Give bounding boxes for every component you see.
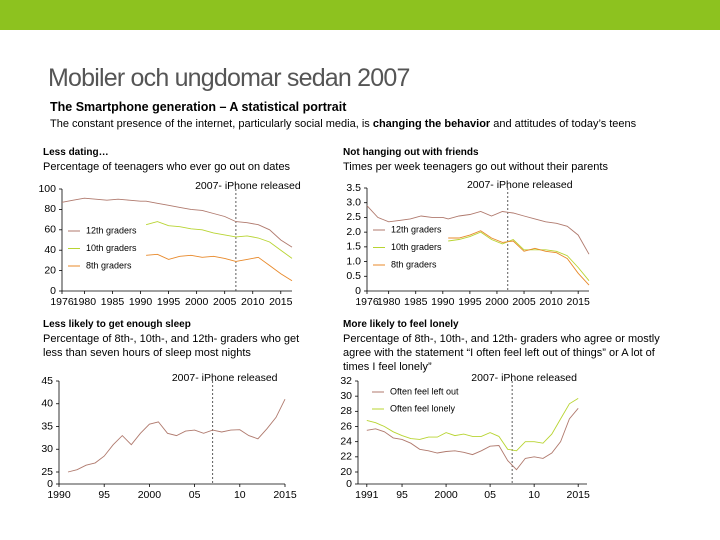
x-tick-label: 1985 (404, 296, 428, 308)
y-tick-label: 28 (340, 405, 352, 417)
y-tick-label: 1.5 (346, 241, 361, 253)
legend-label: 12th graders (86, 225, 137, 235)
y-tick-label: 100 (38, 183, 56, 195)
x-tick-label: 2015 (567, 489, 591, 501)
x-tick-label: 2015 (269, 296, 293, 308)
annotation: 2007- iPhone released (195, 180, 301, 192)
panel-subtitle: Percentage of 8th-, 10th-, and 12th- gra… (43, 333, 300, 359)
legend-label: 10th graders (86, 243, 137, 253)
x-tick-label: 2005 (213, 296, 237, 308)
slide-title: Mobiler och ungdomar sedan 2007 (48, 64, 410, 92)
x-tick-label: 1990 (47, 489, 71, 501)
y-tick-label: 35 (41, 420, 53, 432)
series-line (67, 399, 286, 473)
panel-title: More likely to feel lonely (343, 319, 459, 330)
panel-title: Less dating… (43, 147, 109, 158)
x-tick-label: 2000 (185, 296, 209, 308)
x-tick-label: 10 (234, 489, 246, 501)
x-tick-label: 1995 (458, 296, 482, 308)
y-tick-label: 22 (340, 451, 352, 463)
y-tick-label: 30 (340, 390, 352, 402)
x-tick-label: 95 (396, 489, 408, 501)
y-tick-label: 26 (340, 420, 352, 432)
x-tick-label: 10 (528, 489, 540, 501)
x-tick-label: 1991 (355, 489, 379, 501)
y-tick-label: 20 (44, 264, 56, 276)
description-text: The constant presence of the internet, p… (50, 118, 373, 130)
y-tick-label: 1.0 (346, 255, 361, 267)
annotation: 2007- iPhone released (172, 372, 278, 384)
y-tick-label: 25 (41, 466, 53, 478)
x-tick-label: 2000 (434, 489, 458, 501)
panel-subtitle: Times per week teenagers go out without … (343, 161, 608, 173)
series-line (448, 230, 590, 286)
legend-label: Often feel left out (390, 386, 459, 396)
x-tick-label: 1995 (157, 296, 181, 308)
legend-label: Often feel lonely (390, 403, 456, 413)
series-line (61, 197, 293, 248)
y-tick-label: 0 (47, 478, 53, 490)
y-tick-label: 3.5 (346, 182, 361, 194)
annotation: 2007- iPhone released (467, 179, 573, 191)
panel-title: Less likely to get enough sleep (43, 319, 191, 330)
slide-subtitle: The Smartphone generation – A statistica… (50, 100, 347, 114)
legend-label: 10th graders (391, 242, 442, 252)
y-tick-label: 0.5 (346, 270, 361, 282)
series-line (145, 221, 293, 259)
x-tick-label: 2005 (512, 296, 536, 308)
x-tick-label: 2010 (241, 296, 265, 308)
header-bar (0, 0, 720, 30)
legend-label: 12th graders (391, 224, 442, 234)
x-tick-label: 2015 (566, 296, 590, 308)
legend-label: 8th graders (391, 259, 437, 269)
y-tick-label: 60 (44, 224, 56, 236)
y-tick-label: 30 (41, 443, 53, 455)
y-tick-label: 80 (44, 203, 56, 215)
series-line (366, 398, 579, 452)
description-text: and attitudes of today’s teens (490, 118, 637, 130)
y-tick-label: 24 (340, 435, 352, 447)
y-tick-label: 20 (340, 466, 352, 478)
x-tick-label: 95 (98, 489, 110, 501)
y-tick-label: 2.0 (346, 226, 361, 238)
panel-subtitle: Percentage of teenagers who ever go out … (43, 161, 291, 173)
series-line (146, 253, 293, 282)
y-tick-label: 0 (50, 285, 56, 297)
x-tick-label: 1980 (73, 296, 97, 308)
panel-title: Not hanging out with friends (343, 147, 479, 158)
y-tick-label: 40 (41, 398, 53, 410)
y-tick-label: 45 (41, 375, 53, 387)
x-tick-label: 1990 (129, 296, 153, 308)
panel-subtitle: Percentage of 8th-, 10th-, and 12th- gra… (343, 333, 660, 373)
series-line (366, 408, 579, 471)
y-tick-label: 40 (44, 244, 56, 256)
x-tick-label: 2015 (273, 489, 297, 501)
y-tick-label: 2.5 (346, 211, 361, 223)
x-tick-label: 2000 (138, 489, 162, 501)
y-tick-label: 0 (346, 478, 352, 490)
x-tick-label: 1980 (377, 296, 401, 308)
description-bold: changing the behavior (372, 118, 491, 130)
description: The constant presence of the internet, p… (50, 118, 636, 130)
y-tick-label: 3.0 (346, 196, 361, 208)
x-tick-label: 1985 (101, 296, 125, 308)
x-tick-label: 2010 (539, 296, 563, 308)
x-tick-label: 1990 (431, 296, 455, 308)
x-tick-label: 05 (189, 489, 201, 501)
legend-label: 8th graders (86, 260, 132, 270)
y-tick-label: 0 (355, 285, 361, 297)
series-line (448, 231, 590, 281)
x-tick-label: 1976 (50, 296, 74, 308)
x-tick-label: 2000 (485, 296, 509, 308)
x-tick-label: 1976 (355, 296, 379, 308)
series-line (366, 205, 590, 255)
y-tick-label: 32 (340, 375, 352, 387)
annotation: 2007- iPhone released (471, 372, 577, 384)
x-tick-label: 05 (484, 489, 496, 501)
